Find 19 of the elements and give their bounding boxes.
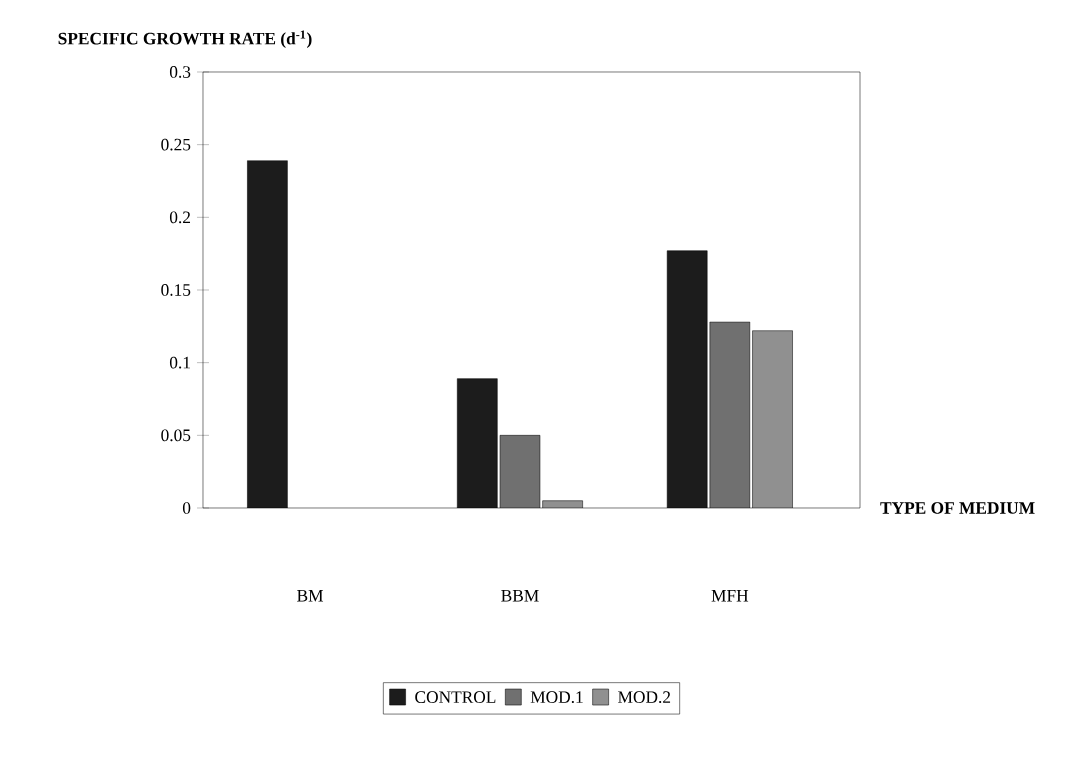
y-axis-title: SPECIFIC GROWTH RATE (d$^{-1}$): [58, 30, 312, 48]
y-tick-label: 0.2: [169, 211, 190, 224]
legend-label: MOD.2: [618, 691, 671, 704]
y-tick-label: 0.3: [169, 66, 191, 78]
x-tick-label: MFH: [711, 590, 749, 602]
y-tick-label: 0.1: [169, 356, 190, 369]
x-tick-label: BM: [297, 590, 324, 602]
bar: [457, 378, 498, 508]
x-axis-title: TYPE OF MEDIUM: [880, 502, 1035, 514]
x-tick-label: BBM: [501, 590, 539, 602]
y-tick-label: 0.25: [161, 138, 191, 151]
legend-label: CONTROL: [415, 691, 496, 703]
bar: [752, 330, 793, 508]
legend-label: MOD.1: [530, 691, 583, 704]
y-tick-label: 0.05: [161, 429, 191, 442]
bar: [247, 160, 288, 508]
y-tick-label: 0.15: [161, 284, 191, 296]
bar: [666, 250, 708, 508]
y-tick-label: 0: [182, 502, 191, 514]
